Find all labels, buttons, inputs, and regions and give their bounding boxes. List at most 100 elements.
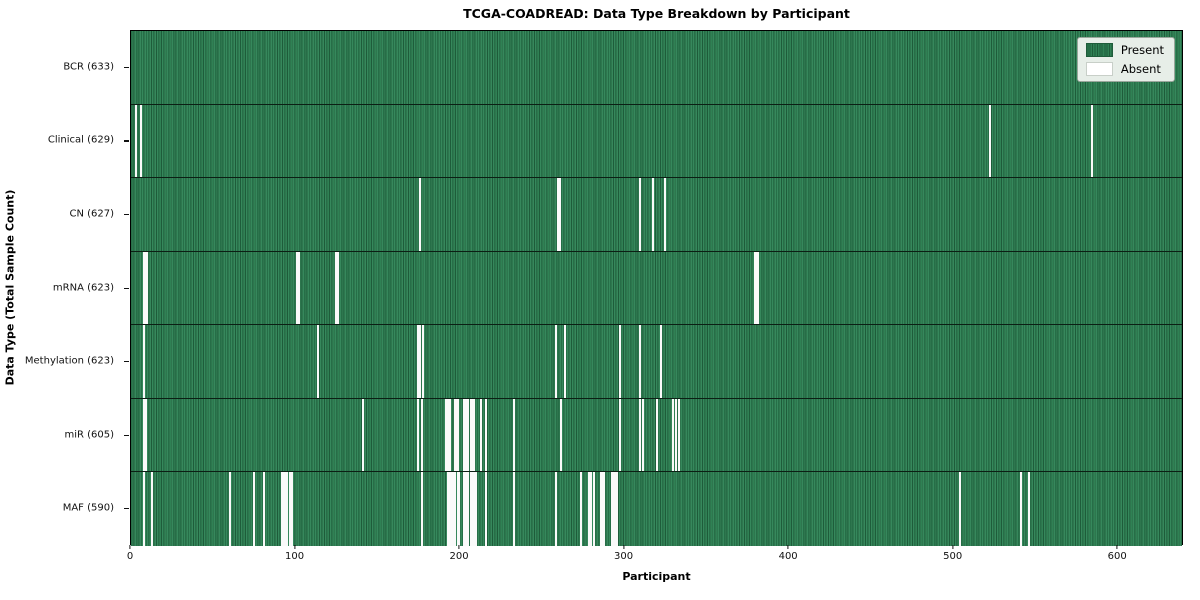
absent-mark — [465, 472, 467, 546]
absent-mark — [335, 251, 338, 325]
absent-mark — [473, 472, 476, 546]
absent-mark — [453, 398, 456, 472]
absent-mark — [144, 398, 147, 472]
absent-mark — [455, 398, 458, 472]
xtick-label-300: 300 — [614, 551, 634, 562]
absent-mark — [469, 472, 472, 546]
absent-mark — [755, 251, 758, 325]
xtick-mark — [787, 545, 789, 549]
absent-mark — [289, 472, 292, 546]
heatmap-row-mir — [131, 398, 1182, 473]
absent-mark — [143, 472, 146, 546]
absent-mark — [512, 472, 515, 546]
heatmap-row-clinical — [131, 104, 1182, 179]
absent-mark — [417, 325, 420, 398]
absent-mark — [263, 472, 266, 546]
absent-mark — [556, 178, 559, 251]
absent-mark — [1020, 472, 1023, 546]
ytick-mark — [124, 287, 129, 289]
absent-mark — [678, 398, 681, 472]
xtick-mark — [623, 545, 625, 549]
ytick-label-mrna: mRNA (623) — [52, 282, 114, 293]
absent-mark — [143, 325, 146, 398]
absent-mark — [446, 398, 449, 472]
xtick-label-0: 0 — [126, 551, 134, 562]
xtick-mark — [952, 545, 954, 549]
absent-mark — [757, 251, 760, 325]
ytick-mark — [124, 213, 129, 216]
heatmap-row-cn — [131, 178, 1182, 252]
absent-mark — [614, 472, 617, 546]
heatmap-row-mrna — [131, 251, 1182, 326]
absent-mark — [463, 398, 466, 472]
absent-mark — [453, 472, 456, 546]
heatmap-row-bcr — [131, 31, 1182, 105]
absent-mark — [253, 472, 256, 546]
absent-mark — [558, 178, 561, 251]
absent-mark — [639, 325, 642, 398]
absent-mark — [484, 472, 487, 546]
absent-mark — [619, 325, 622, 398]
xtick-mark — [129, 545, 131, 549]
absent-mark — [146, 251, 149, 325]
ytick-label-clinical: Clinical (629) — [47, 134, 114, 146]
absent-mark — [555, 472, 558, 546]
absent-mark — [336, 251, 339, 325]
xtick-label-600: 600 — [1107, 551, 1127, 562]
heatmap-row-maf — [131, 472, 1182, 546]
absent-mark — [417, 398, 420, 472]
absent-mark — [642, 398, 645, 472]
absent-mark — [589, 472, 592, 546]
absent-mark — [611, 472, 614, 546]
absent-mark — [512, 398, 515, 472]
absent-mark — [151, 472, 154, 546]
legend-label-absent: Absent — [1120, 62, 1161, 76]
absent-mark — [297, 251, 300, 325]
heatmap-row-methylation — [131, 325, 1182, 399]
absent-mark — [466, 398, 469, 472]
absent-mark — [560, 398, 563, 472]
absent-mark — [143, 251, 146, 325]
ytick-label-methylation: Methylation (623) — [24, 355, 114, 367]
ytick-label-bcr: BCR (633) — [63, 61, 114, 73]
xtick-label-500: 500 — [943, 551, 963, 562]
absent-mark — [1090, 104, 1093, 178]
absent-mark — [588, 472, 591, 546]
absent-mark — [639, 398, 642, 472]
ytick-label-mir: miR (605) — [64, 429, 114, 441]
ytick-mark — [124, 361, 129, 363]
ytick-mark — [124, 140, 129, 142]
absent-swatch — [1085, 62, 1113, 76]
absent-mark — [563, 325, 566, 398]
absent-mark — [282, 472, 285, 546]
absent-mark — [988, 104, 991, 178]
present-swatch — [1085, 43, 1113, 57]
absent-mark — [663, 178, 666, 251]
xtick-label-400: 400 — [778, 551, 798, 562]
absent-mark — [469, 398, 472, 472]
xtick-mark — [293, 545, 296, 549]
absent-mark — [317, 325, 320, 398]
absent-mark — [458, 472, 461, 546]
absent-mark — [593, 472, 596, 546]
absent-mark — [139, 104, 142, 178]
absent-mark — [612, 472, 615, 546]
absent-mark — [473, 398, 476, 472]
absent-mark — [361, 398, 364, 472]
absent-mark — [1028, 472, 1031, 546]
absent-mark — [445, 398, 448, 472]
absent-mark — [619, 398, 622, 472]
absent-mark — [555, 325, 558, 398]
absent-mark — [456, 472, 459, 546]
absent-mark — [144, 251, 147, 325]
legend-entry-absent: Absent — [1085, 62, 1164, 76]
absent-mark — [420, 398, 423, 472]
ytick-label-cn: CN (627) — [69, 208, 114, 220]
absent-mark — [451, 472, 454, 546]
ytick-mark — [124, 508, 129, 510]
absent-mark — [284, 472, 287, 546]
x-axis-title: Participant — [622, 570, 691, 583]
absent-mark — [639, 178, 642, 251]
absent-mark — [286, 472, 288, 546]
